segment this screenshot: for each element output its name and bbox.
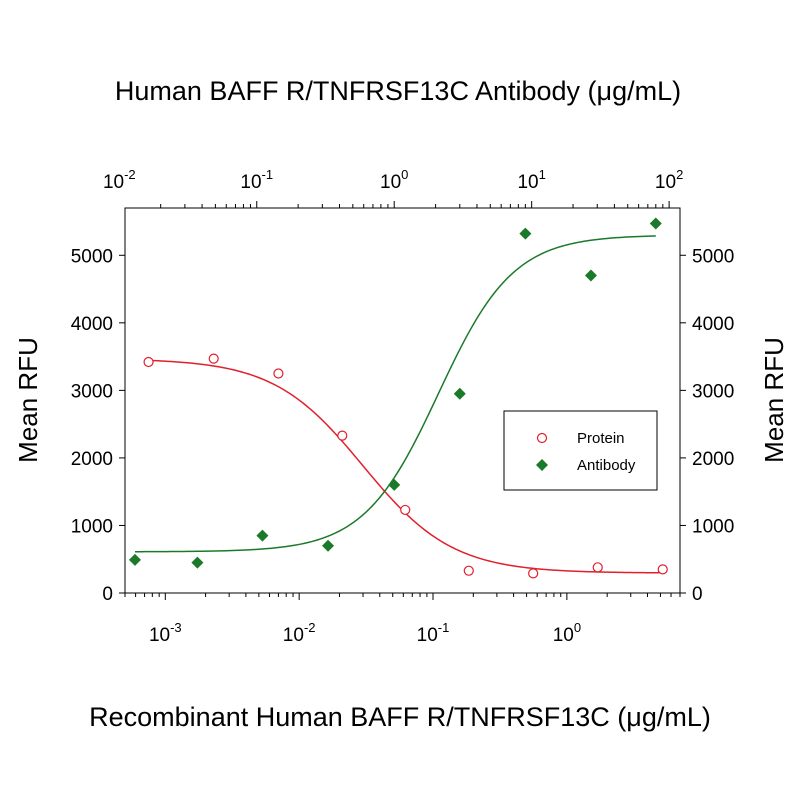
- left-y-tick-label: 4000: [71, 314, 113, 335]
- fit-curves: [134, 235, 663, 574]
- bottom-x-tick-label: 10-2: [283, 620, 316, 646]
- bottom-x-tick-label: 10-3: [149, 620, 182, 646]
- left-y-tick-label: 2000: [71, 449, 113, 470]
- left-y-tick-label: 0: [102, 584, 113, 605]
- protein-point: [592, 562, 603, 573]
- left-y-axis: 0 1000 2000 3000 4000 5000: [71, 246, 125, 605]
- legend-box: [503, 410, 658, 491]
- left-axis-title: Mean RFU: [13, 337, 43, 463]
- protein-point: [657, 564, 668, 575]
- right-axis-title: Mean RFU: [759, 337, 789, 463]
- bottom-axis-title: Recombinant Human BAFF R/TNFRSF13C (μg/m…: [89, 702, 711, 732]
- top-x-tick-label: 100: [380, 167, 408, 193]
- top-axis-title: Human BAFF R/TNFRSF13C Antibody (μg/mL): [115, 76, 681, 106]
- top-x-axis: 10-2 10-1 100 101 102: [103, 167, 683, 208]
- right-y-tick-label: 1000: [692, 516, 734, 537]
- protein-point: [337, 430, 348, 441]
- antibody-point: [128, 553, 141, 566]
- right-y-tick-label: 3000: [692, 381, 734, 402]
- top-x-tick-label: 102: [655, 167, 683, 193]
- data-points: [128, 217, 668, 579]
- protein-point: [400, 504, 411, 516]
- antibody-point: [388, 478, 401, 491]
- bottom-x-tick-label: 10-1: [417, 620, 450, 646]
- antibody-point: [519, 227, 532, 240]
- legend-antibody-marker: [536, 459, 548, 471]
- right-y-tick-label: 4000: [692, 314, 734, 335]
- protein-point: [528, 568, 539, 579]
- antibody-point: [584, 269, 597, 282]
- bottom-x-tick-label: 100: [553, 620, 581, 646]
- right-y-tick-label: 5000: [692, 246, 734, 267]
- protein-point: [273, 368, 284, 379]
- antibody-point: [191, 556, 204, 569]
- antibody-point: [649, 217, 662, 230]
- bottom-x-axis: 10-3 10-2 10-1 100: [124, 593, 681, 646]
- antibody-point: [256, 529, 269, 542]
- top-x-tick-label: 10-1: [240, 167, 273, 193]
- right-y-tick-label: 2000: [692, 449, 734, 470]
- plot-area-frame: [124, 207, 681, 594]
- antibody-point: [322, 539, 335, 552]
- legend-protein-marker: [536, 432, 548, 444]
- left-y-tick-label: 3000: [71, 381, 113, 402]
- right-y-tick-label: 0: [692, 584, 703, 605]
- top-x-tick-label: 10-2: [103, 167, 136, 193]
- legend: Protein Antibody: [503, 410, 658, 491]
- legend-antibody-label: Antibody: [577, 457, 636, 474]
- legend-protein-label: Protein: [577, 430, 625, 447]
- left-y-tick-label: 1000: [71, 516, 113, 537]
- top-x-tick-label: 101: [517, 167, 545, 193]
- protein-point: [463, 565, 474, 576]
- right-y-axis: 0 1000 2000 3000 4000 5000: [680, 246, 734, 605]
- left-y-tick-label: 5000: [71, 246, 113, 267]
- protein-point: [208, 353, 219, 364]
- protein-point: [143, 356, 154, 368]
- antibody-point: [453, 387, 466, 400]
- antibody-fit-curve: [134, 235, 656, 553]
